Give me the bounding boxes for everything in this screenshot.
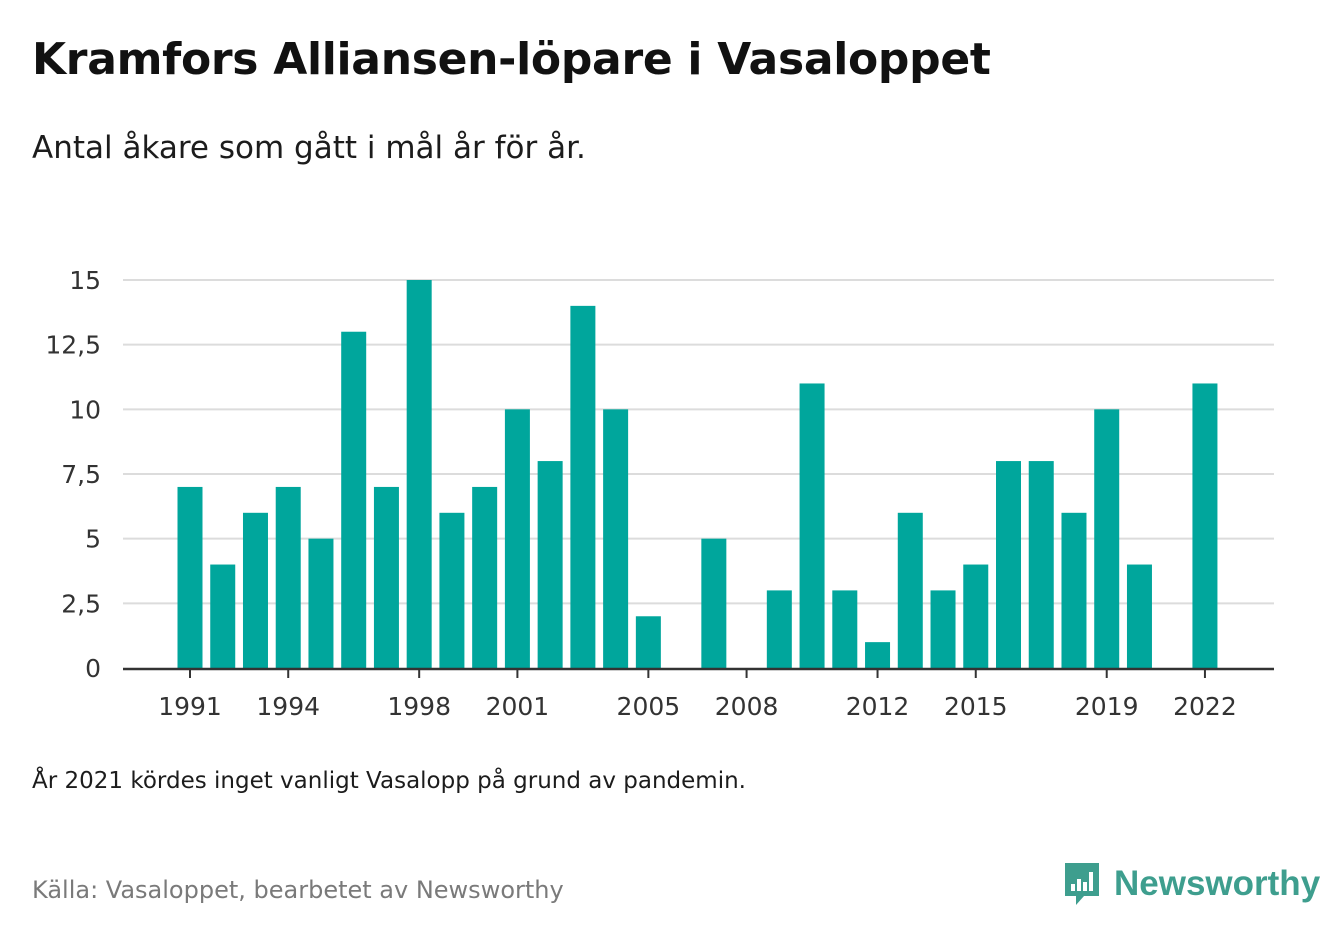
x-tick-label: 2008	[715, 692, 779, 721]
x-tick-label: 2012	[846, 692, 910, 721]
bar-2002	[537, 461, 563, 668]
bar-2015	[963, 564, 989, 668]
x-tick-label: 2001	[486, 692, 550, 721]
bar-1996	[341, 331, 367, 668]
y-tick-label: 2,5	[61, 589, 101, 618]
y-tick-label: 10	[69, 395, 101, 424]
bar-1998	[406, 280, 432, 668]
bar-2010	[799, 383, 825, 668]
bar-1994	[275, 486, 301, 668]
y-tick-label: 7,5	[61, 460, 101, 489]
bar-2013	[897, 512, 923, 668]
x-axis: 1991 1994 1998 2001 2005 2008 2012 2015 2019 2022	[123, 667, 1274, 721]
x-tick-label: 1998	[387, 692, 451, 721]
bar-1999	[439, 512, 465, 668]
chart-subtitle: Antal åkare som gått i mål år för år.	[32, 130, 586, 166]
bar-2011	[832, 590, 858, 668]
brand-name: Newsworthy	[1114, 864, 1321, 903]
bar-2009	[766, 590, 792, 668]
bar-2018	[1061, 512, 1087, 668]
x-tick-label: 1991	[158, 692, 222, 721]
chart-title: Kramfors Alliansen-löpare i Vasaloppet	[32, 34, 991, 85]
x-tick-label: 2022	[1173, 692, 1237, 721]
y-tick-label: 12,5	[45, 331, 101, 360]
newsworthy-chart-logo-icon	[1065, 863, 1099, 905]
bar-1991	[177, 486, 203, 668]
y-tick-label: 5	[85, 525, 101, 554]
newsworthy-logo: Newsworthy	[1062, 860, 1320, 908]
x-tick-label: 1994	[256, 692, 320, 721]
bar-2014	[930, 590, 956, 668]
bar-2005	[635, 616, 661, 668]
source-text: Källa: Vasaloppet, bearbetet av Newswort…	[32, 876, 564, 904]
x-tick-label: 2005	[617, 692, 681, 721]
bar-2003	[570, 305, 596, 668]
x-tick-label: 2015	[944, 692, 1008, 721]
bar-2016	[996, 461, 1021, 668]
bar-2019	[1094, 409, 1120, 668]
bar-2000	[472, 486, 498, 668]
bar-1997	[373, 486, 399, 668]
y-axis-ticks: 0 2,5 5 7,5 10 12,5 15	[45, 266, 101, 683]
bar-1992	[210, 564, 236, 668]
bar-2001	[504, 409, 530, 668]
footnote: År 2021 kördes inget vanligt Vasalopp på…	[32, 768, 746, 794]
x-tick-label: 2019	[1075, 692, 1139, 721]
bar-2017	[1028, 461, 1054, 668]
y-tick-label: 15	[69, 266, 101, 295]
bar-1995	[308, 538, 334, 668]
bar-2022	[1192, 383, 1218, 668]
bars	[177, 280, 1218, 668]
bar-2020	[1126, 564, 1152, 668]
bar-2012	[865, 642, 891, 668]
bar-2007	[701, 538, 727, 668]
bar-2004	[603, 409, 629, 668]
bar-1993	[242, 512, 268, 668]
y-tick-label: 0	[85, 654, 101, 683]
